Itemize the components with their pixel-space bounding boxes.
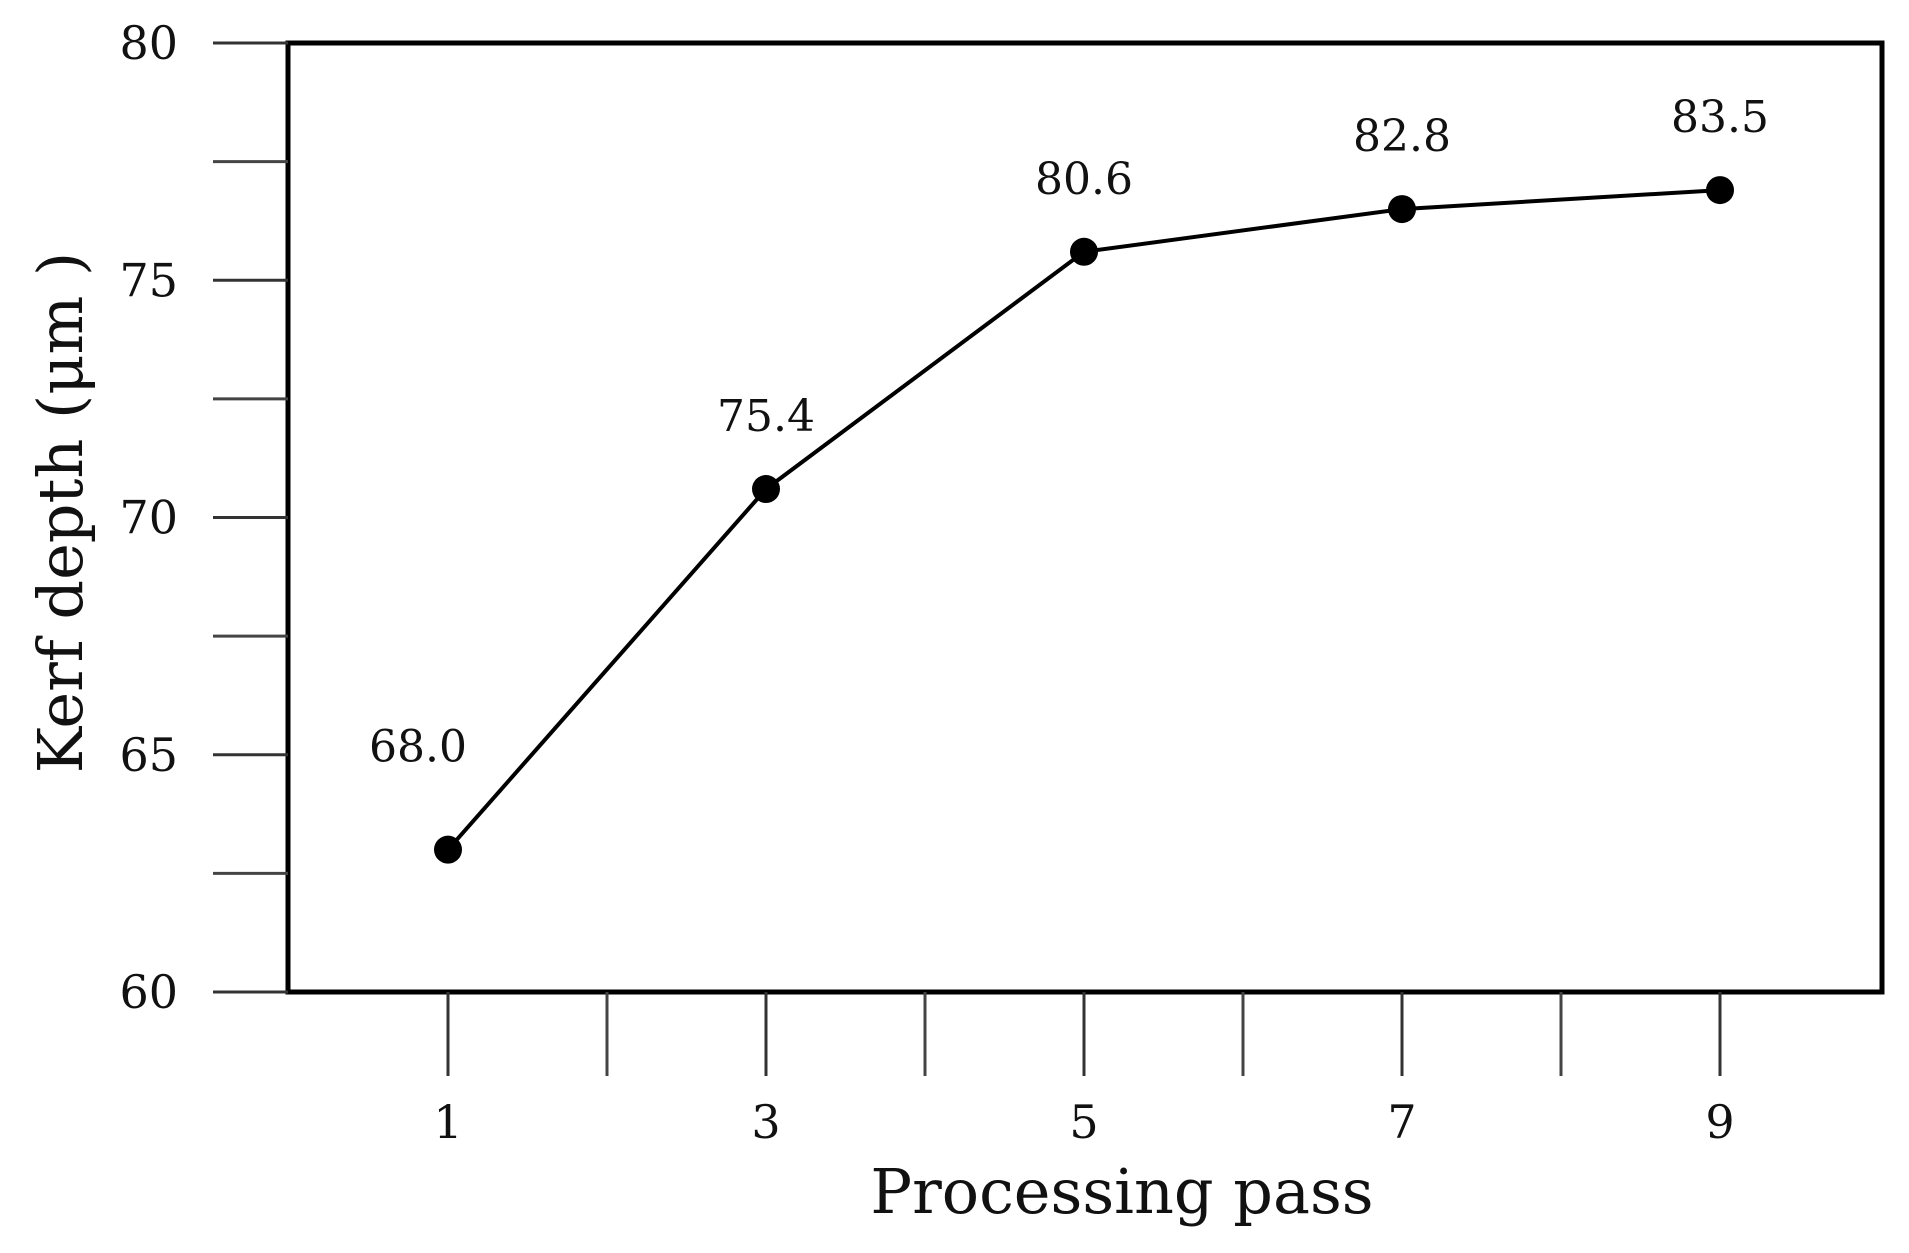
x-tick-label: 9 (1705, 1095, 1734, 1149)
data-label: 83.5 (1671, 92, 1769, 143)
data-label: 68.0 (369, 722, 467, 773)
x-tick-label: 7 (1387, 1095, 1416, 1149)
data-label: 82.8 (1353, 111, 1451, 162)
series-line (446, 188, 1721, 851)
data-point (752, 475, 780, 504)
y-axis-title: Kerf depth (μm ) (24, 252, 97, 773)
y-tick-label: 75 (119, 253, 178, 307)
data-point (1070, 237, 1098, 266)
y-tick-label: 80 (119, 16, 178, 70)
data-label: 75.4 (717, 391, 815, 442)
y-tick-label: 60 (119, 965, 178, 1019)
series (434, 176, 1734, 864)
y-tick-label: 70 (119, 491, 178, 545)
labels: 60 65 70 75 80 1 3 5 7 9 Processing pass Kerf depth… (24, 16, 1769, 1228)
x-tick-label: 3 (751, 1095, 780, 1149)
x-axis-title: Processing pass (870, 1155, 1373, 1228)
data-label: 80.6 (1035, 154, 1133, 205)
data-point (1706, 176, 1734, 205)
data-point (434, 835, 462, 864)
x-tick-label: 1 (433, 1095, 462, 1149)
x-tick-label: 5 (1069, 1095, 1098, 1149)
y-tick-label: 65 (119, 728, 178, 782)
ticks (213, 41, 1722, 1076)
data-point (1388, 195, 1416, 224)
